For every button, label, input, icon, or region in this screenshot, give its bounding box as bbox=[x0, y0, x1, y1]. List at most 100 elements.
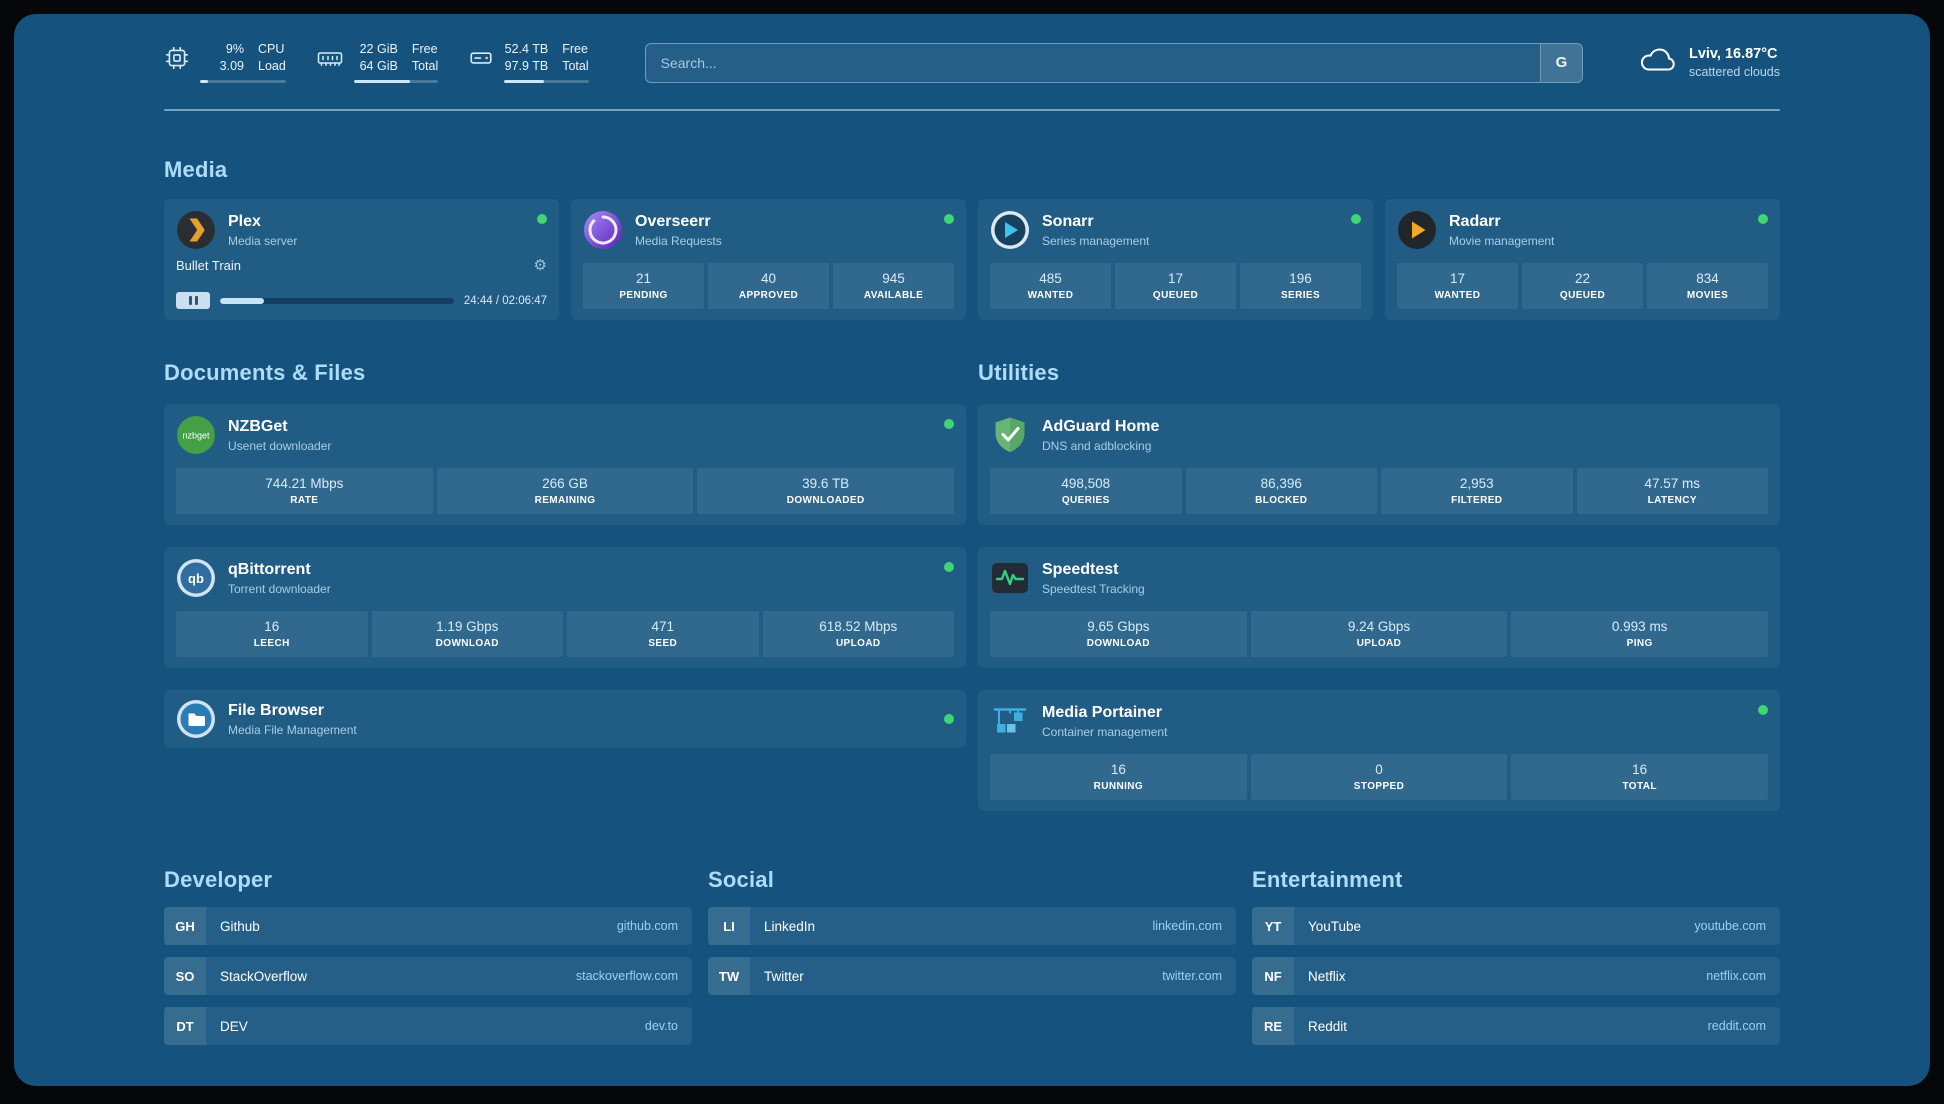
cpu-label: CPU bbox=[258, 42, 285, 56]
app-name: NZBGet bbox=[228, 417, 288, 435]
svg-text:qb: qb bbox=[188, 571, 204, 586]
bookmark-group-entertainment: Entertainment YT YouTube youtube.com NF … bbox=[1252, 811, 1780, 1046]
bookmark-youtube[interactable]: YT YouTube youtube.com bbox=[1252, 907, 1780, 946]
filebrowser-card[interactable]: File Browser Media File Management bbox=[164, 690, 966, 749]
stat-download: 1.19 Gbps DOWNLOAD bbox=[371, 611, 563, 658]
weather-condition: scattered clouds bbox=[1688, 65, 1780, 80]
ram-total-label: Total bbox=[411, 59, 439, 74]
cpu-usage-value: 9% bbox=[225, 42, 244, 56]
app-subtitle: Media File Management bbox=[228, 722, 357, 737]
section-title-entertainment: Entertainment bbox=[1252, 867, 1403, 893]
ram-total-value: 64 GiB bbox=[359, 59, 398, 74]
bookmark-github[interactable]: GH Github github.com bbox=[164, 907, 692, 946]
ram-progress-bar bbox=[353, 79, 439, 84]
app-name: Speedtest bbox=[1042, 560, 1119, 578]
disk-total-value: 97.9 TB bbox=[504, 59, 549, 74]
bookmark-dev[interactable]: DT DEV dev.to bbox=[164, 1007, 692, 1046]
sonarr-card[interactable]: Sonarr Series management 485 WANTED 17 QUE… bbox=[978, 199, 1373, 321]
bookmark-url: linkedin.com bbox=[1152, 919, 1222, 934]
stat-latency: 47.57 ms LATENCY bbox=[1576, 468, 1768, 515]
now-playing-title: Bullet Train bbox=[176, 258, 242, 274]
bookmark-abbr: TW bbox=[708, 957, 750, 996]
documents-column: Documents & Files nzbget NZBGet Usenet d… bbox=[164, 320, 966, 749]
stat-downloaded: 39.6 TB DOWNLOADED bbox=[697, 468, 955, 515]
playback-progress-bar[interactable] bbox=[220, 297, 454, 304]
speedtest-icon bbox=[990, 558, 1030, 598]
ram-icon bbox=[316, 45, 344, 83]
settings-gear-icon[interactable]: ⚙ bbox=[533, 257, 547, 275]
bookmark-netflix[interactable]: NF Netflix netflix.com bbox=[1252, 957, 1780, 996]
section-title-documents: Documents & Files bbox=[164, 360, 366, 386]
adguard-card[interactable]: AdGuard Home DNS and adblocking 498,508 Q… bbox=[978, 404, 1780, 526]
overseerr-card[interactable]: Overseerr Media Requests 21 PENDING 40 APP… bbox=[571, 199, 966, 321]
bookmark-url: youtube.com bbox=[1694, 919, 1766, 934]
stat-stopped: 0 STOPPED bbox=[1250, 754, 1508, 801]
qbittorrent-card[interactable]: qb qBittorrent Torrent downloader 16 LEEC… bbox=[164, 547, 966, 669]
topbar: 9% 3.09 CPU Load 22 GiB bbox=[14, 14, 1930, 84]
stat-pending: 21 PENDING bbox=[583, 263, 704, 310]
bookmark-linkedin[interactable]: LI LinkedIn linkedin.com bbox=[708, 907, 1236, 946]
utilities-column: Utilities AdGuard Home DNS and adblockin… bbox=[978, 320, 1780, 812]
nzbget-icon: nzbget bbox=[176, 415, 216, 455]
radarr-card[interactable]: Radarr Movie management 17 WANTED 22 QUEUE… bbox=[1385, 199, 1780, 321]
cpu-progress-bar bbox=[200, 79, 286, 84]
bookmark-abbr: NF bbox=[1252, 957, 1294, 996]
status-dot bbox=[1351, 214, 1361, 225]
cpu-load-label: Load bbox=[258, 59, 286, 74]
bookmark-reddit[interactable]: RE Reddit reddit.com bbox=[1252, 1007, 1780, 1046]
cloud-icon bbox=[1639, 46, 1677, 79]
pause-button[interactable] bbox=[176, 292, 210, 310]
disk-free-label: Free bbox=[562, 42, 588, 56]
media-cards: Plex Media server Bullet Train ⚙ 24:44 /… bbox=[164, 199, 1780, 321]
bookmark-url: twitter.com bbox=[1162, 969, 1222, 984]
nzbget-card[interactable]: nzbget NZBGet Usenet downloader 744.21 M… bbox=[164, 404, 966, 526]
app-name: AdGuard Home bbox=[1042, 417, 1160, 435]
app-name: qBittorrent bbox=[228, 560, 311, 578]
bookmark-name: Reddit bbox=[1308, 1018, 1348, 1034]
bookmark-name: StackOverflow bbox=[220, 968, 308, 984]
dashboard-panel: 9% 3.09 CPU Load 22 GiB bbox=[14, 14, 1930, 1086]
search-input[interactable] bbox=[645, 43, 1540, 82]
status-dot bbox=[1758, 214, 1768, 225]
qbittorrent-icon: qb bbox=[176, 558, 216, 598]
cpu-icon bbox=[164, 45, 190, 83]
app-name: Overseerr bbox=[635, 212, 711, 230]
playback-time: 24:44 / 02:06:47 bbox=[463, 294, 547, 307]
app-name: Radarr bbox=[1449, 212, 1501, 230]
bookmark-url: netflix.com bbox=[1706, 969, 1766, 984]
app-name: File Browser bbox=[228, 701, 325, 719]
bookmark-abbr: LI bbox=[708, 907, 750, 946]
portainer-card[interactable]: Media Portainer Container management 16 R… bbox=[978, 690, 1780, 812]
adguard-icon bbox=[990, 415, 1030, 455]
app-subtitle: Torrent downloader bbox=[228, 581, 331, 596]
bookmark-group-social: Social LI LinkedIn linkedin.com TW Twitt… bbox=[708, 811, 1236, 1045]
status-dot bbox=[537, 214, 547, 225]
bookmark-stackoverflow[interactable]: SO StackOverflow stackoverflow.com bbox=[164, 957, 692, 996]
app-subtitle: Container management bbox=[1042, 724, 1168, 739]
app-subtitle: Usenet downloader bbox=[228, 438, 332, 453]
stat-upload: 618.52 Mbps UPLOAD bbox=[762, 611, 954, 658]
stat-available: 945 AVAILABLE bbox=[833, 263, 954, 310]
disk-widget: 52.4 TB 97.9 TB Free Total bbox=[468, 42, 589, 84]
weather-location: Lviv, 16.87°C bbox=[1688, 46, 1778, 63]
app-name: Sonarr bbox=[1042, 212, 1094, 230]
stat-leech: 16 LEECH bbox=[176, 611, 368, 658]
speedtest-card[interactable]: Speedtest Speedtest Tracking 9.65 Gbps DO… bbox=[978, 547, 1780, 669]
bookmark-name: Netflix bbox=[1308, 968, 1346, 984]
status-dot bbox=[944, 714, 954, 725]
plex-card[interactable]: Plex Media server Bullet Train ⚙ 24:44 /… bbox=[164, 199, 559, 321]
search-provider-button[interactable]: G bbox=[1539, 43, 1582, 82]
stat-queries: 498,508 QUERIES bbox=[990, 468, 1182, 515]
bookmark-url: dev.to bbox=[644, 1019, 678, 1034]
bookmark-abbr: YT bbox=[1252, 907, 1294, 946]
status-dot bbox=[944, 562, 954, 573]
stat-total: 16 TOTAL bbox=[1511, 754, 1769, 801]
app-subtitle: Media server bbox=[228, 233, 298, 248]
svg-text:nzbget: nzbget bbox=[182, 431, 210, 441]
stat-rate: 744.21 Mbps RATE bbox=[176, 468, 433, 515]
bookmark-twitter[interactable]: TW Twitter twitter.com bbox=[708, 957, 1236, 996]
bookmark-name: YouTube bbox=[1308, 918, 1362, 934]
status-dot bbox=[944, 214, 954, 225]
portainer-icon bbox=[990, 701, 1030, 741]
bookmark-url: stackoverflow.com bbox=[575, 969, 678, 984]
